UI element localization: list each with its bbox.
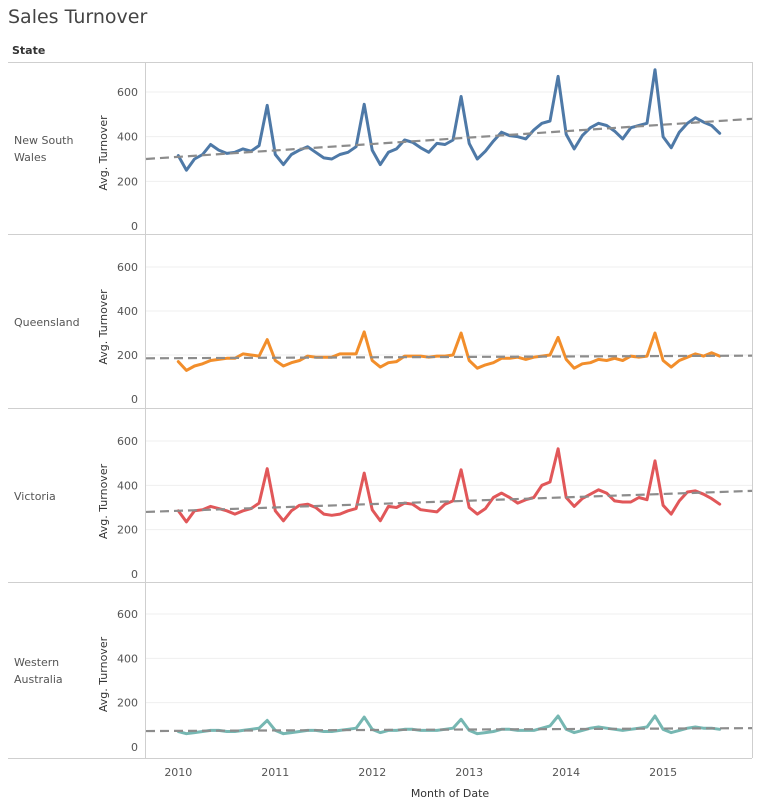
x-tick-label: 2012 [358,766,386,779]
y-tick-label: 600 [117,261,138,274]
series-line [176,330,722,372]
page-title: Sales Turnover [8,6,148,28]
y-axis-title: Avg. Turnover [97,463,110,539]
y-tick-label: 600 [117,435,138,448]
trend-line [145,727,753,733]
y-axis-title: Avg. Turnover [97,115,110,191]
y-tick-label: 400 [117,131,138,144]
y-tick-label: 0 [131,220,138,233]
row-divider [8,408,752,409]
y-tick-label: 200 [117,175,138,188]
x-tick-label: 2015 [649,766,677,779]
x-tick-label: 2014 [552,766,580,779]
x-axis-title: Month of Date [410,787,490,800]
y-axis-title: Avg. Turnover [97,289,110,365]
trend-line [145,354,753,360]
y-tick-label: 600 [117,86,138,99]
state-label-victoria: Victoria [14,490,56,503]
y-tick-label: 400 [117,479,138,492]
state-label-western-australia: Western Australia [14,656,63,686]
y-tick-label: 0 [131,568,138,581]
y-tick-label: 600 [117,608,138,621]
right-border [752,62,753,758]
y-tick-label: 200 [117,524,138,537]
row-divider [8,234,752,235]
y-tick-label: 200 [117,349,138,362]
x-tick-label: 2013 [455,766,483,779]
x-tick-label: 2010 [164,766,192,779]
row-header: State [12,44,46,57]
trend-line [145,489,753,514]
state-label-queensland: Queensland [14,316,80,329]
bottom-divider [8,758,752,759]
series-line [176,447,722,524]
axis-divider [145,62,146,758]
series-line [176,68,722,172]
top-divider [8,62,752,63]
x-tick-label: 2011 [261,766,289,779]
state-label-new-south-wales: New South Wales [14,134,74,164]
trend-line [145,117,753,161]
y-tick-label: 0 [131,741,138,754]
y-tick-label: 400 [117,305,138,318]
y-axis-title: Avg. Turnover [97,636,110,712]
y-tick-label: 200 [117,697,138,710]
row-divider [8,582,752,583]
y-tick-label: 400 [117,652,138,665]
y-tick-label: 0 [131,393,138,406]
